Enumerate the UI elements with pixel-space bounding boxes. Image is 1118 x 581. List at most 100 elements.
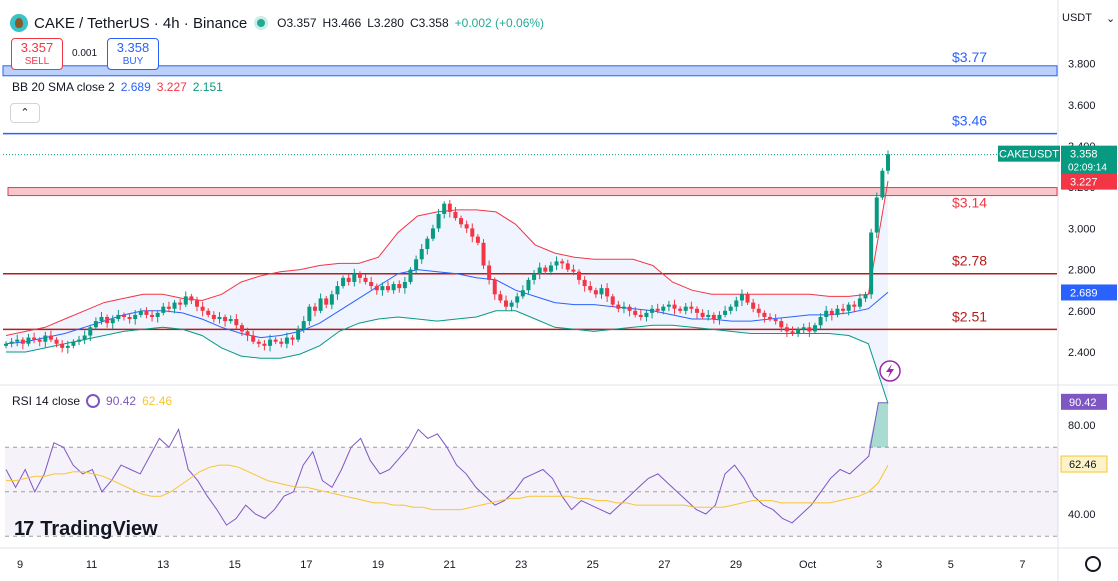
candle-body (234, 319, 239, 326)
candle-body (846, 304, 851, 311)
candle-body (391, 284, 396, 291)
candle-body (414, 259, 419, 270)
candle-body (571, 269, 576, 272)
candle-body (386, 286, 391, 291)
rsi-tick-label: 80.00 (1068, 420, 1096, 432)
time-tick-label: 19 (372, 559, 384, 571)
candle-body (82, 335, 87, 340)
settings-gear-icon[interactable] (1085, 556, 1101, 572)
candle-body (138, 310, 143, 315)
candle-body (475, 236, 480, 243)
tradingview-watermark: 17 TradingView (14, 518, 158, 541)
candle-body (790, 331, 795, 334)
candle-body (796, 329, 801, 334)
candle-body (683, 306, 688, 311)
candle-body (627, 306, 632, 311)
candle-body (223, 316, 228, 322)
time-tick-label: 29 (730, 559, 742, 571)
change-value: +0.002 (+0.06%) (454, 16, 545, 30)
sell-button[interactable]: 3.357 SELL (11, 38, 63, 70)
candle-body (121, 314, 126, 317)
candle-body (419, 249, 424, 260)
candle-body (599, 288, 604, 295)
candle-body (369, 281, 374, 287)
symbol-tag (998, 145, 1060, 162)
candle-body (60, 343, 65, 348)
candle-body (577, 271, 582, 280)
candle-body (852, 304, 857, 307)
candle-body (773, 319, 778, 322)
time-tick-label: 9 (17, 559, 23, 571)
rsi-tag-value: 90.42 (1069, 397, 1097, 409)
candle-body (464, 224, 469, 229)
time-tick-label: 11 (86, 559, 97, 571)
candle-body (195, 300, 200, 307)
time-tick-label: 5 (948, 559, 954, 571)
candle-body (818, 316, 823, 326)
bb-upper-tag (1061, 173, 1117, 190)
buy-button[interactable]: 3.358 BUY (107, 38, 159, 70)
price-tick-label: 3.600 (1068, 100, 1096, 112)
rsi-line (5, 402, 888, 526)
candle-body (739, 294, 744, 301)
candle-body (268, 339, 273, 346)
last-price-value: 3.358 (1070, 149, 1098, 161)
candle-body (127, 316, 132, 320)
candle-body (886, 154, 890, 171)
candle-body (397, 284, 402, 289)
candle-body (784, 327, 789, 332)
level-label: $2.78 (952, 253, 987, 269)
rsi-ma-tag (1060, 455, 1108, 473)
candle-body (200, 306, 205, 311)
candle-body (880, 170, 885, 198)
candle-body (554, 261, 559, 266)
level-label: $3.14 (952, 195, 987, 211)
collapse-indicators-button[interactable]: ⌃ (10, 103, 40, 123)
loading-icon (86, 394, 101, 408)
chevron-down-icon: ⌄ (1105, 13, 1116, 25)
currency-label: USDT (1062, 12, 1092, 24)
bb-legend[interactable]: BB 20 SMA close 2 2.689 3.227 2.151 (12, 80, 223, 94)
candle-body (734, 300, 739, 307)
candle-body (874, 197, 879, 233)
candle-body (65, 345, 70, 348)
candle-body (841, 308, 846, 311)
candle-body (251, 335, 256, 342)
bb-upper-value: 3.227 (156, 80, 187, 94)
candle-body (548, 265, 553, 272)
symbol-tag-label: CAKEUSDT (999, 149, 1059, 161)
candle-body (678, 308, 683, 311)
rsi-band (5, 447, 1058, 537)
candle-body (430, 228, 435, 239)
candle-body (312, 306, 317, 311)
candle-body (638, 314, 643, 317)
candle-body (357, 273, 362, 278)
bb-fill (6, 181, 888, 404)
price-tick-label: 3.000 (1068, 223, 1096, 235)
candle-body (324, 298, 329, 305)
time-tick-label: 7 (1019, 559, 1025, 571)
rsi-ma-value: 62.46 (142, 394, 173, 408)
buy-price: 3.358 (116, 40, 150, 55)
cake-logo-icon (10, 14, 28, 32)
candle-body (706, 314, 711, 317)
symbol-title[interactable]: CAKE / TetherUS · 4h · Binance (34, 14, 248, 32)
candle-body (481, 242, 486, 266)
resistance-zone (2, 65, 1058, 77)
bolt-glyph (886, 364, 894, 378)
candle-body (183, 296, 188, 305)
candle-body (189, 296, 194, 301)
rsi-legend[interactable]: RSI 14 close 90.42 62.46 (12, 394, 172, 408)
candle-body (296, 329, 301, 340)
candle-body (436, 213, 441, 229)
candle-body (829, 310, 834, 315)
candle-body (616, 304, 621, 309)
candle-body (402, 281, 407, 289)
candle-body (54, 339, 59, 344)
candle-body (447, 203, 452, 212)
currency-selector[interactable]: USDT ⌄ (1062, 12, 1115, 25)
candle-body (610, 296, 615, 305)
candle-body (689, 306, 694, 309)
candle-body (363, 277, 368, 282)
